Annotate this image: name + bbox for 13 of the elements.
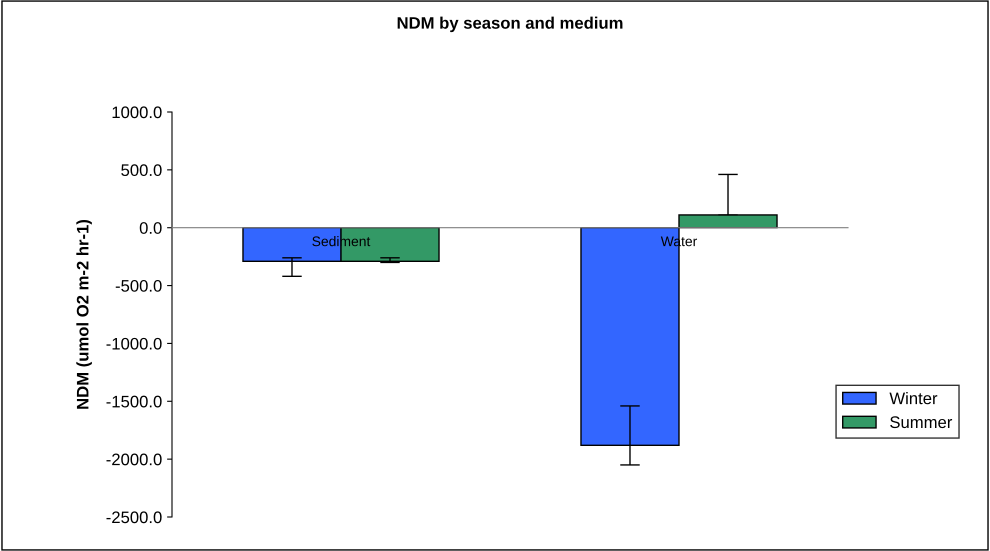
y-tick-label: -2000.0 [106, 454, 162, 466]
y-tick-label: 500.0 [121, 164, 162, 176]
legend-label: Summer [890, 416, 952, 428]
x-tick-label: Sediment [312, 236, 370, 246]
y-tick-label: -1500.0 [106, 396, 162, 408]
y-tick-label: 0.0 [140, 222, 162, 234]
y-tick-label: -500.0 [116, 280, 162, 292]
y-tick-label: -2500.0 [106, 511, 162, 524]
y-axis-title: NDM (umol O2 m-2 hr-1) [76, 220, 92, 409]
y-tick-label: 1000.0 [112, 106, 162, 118]
y-tick-label: -1000.0 [106, 338, 162, 350]
chart-title: NDM by season and medium [398, 16, 622, 32]
legend-label: Winter [889, 392, 938, 404]
